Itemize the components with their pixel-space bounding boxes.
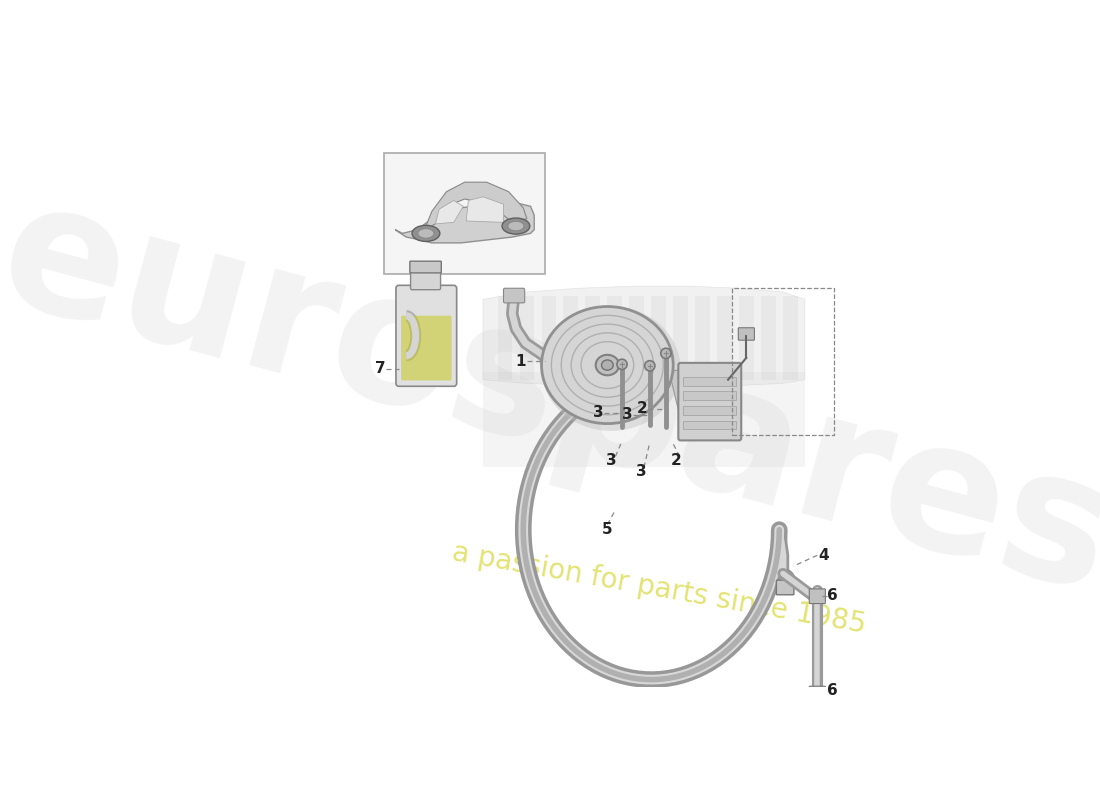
Polygon shape <box>436 201 463 224</box>
Bar <box>563 295 579 380</box>
Text: 1: 1 <box>516 354 526 369</box>
Text: 6: 6 <box>826 588 837 603</box>
Ellipse shape <box>596 355 619 375</box>
FancyBboxPatch shape <box>504 288 525 303</box>
Text: 2: 2 <box>671 453 682 468</box>
FancyBboxPatch shape <box>796 738 812 750</box>
Bar <box>607 295 621 380</box>
Ellipse shape <box>418 229 434 238</box>
FancyBboxPatch shape <box>679 363 741 441</box>
Bar <box>783 295 798 380</box>
Bar <box>541 295 557 380</box>
FancyBboxPatch shape <box>777 580 794 594</box>
Ellipse shape <box>602 360 613 370</box>
Ellipse shape <box>508 222 524 231</box>
Ellipse shape <box>502 218 530 234</box>
Polygon shape <box>395 202 535 243</box>
Text: eurospares: eurospares <box>0 166 1100 630</box>
Ellipse shape <box>541 306 673 423</box>
Polygon shape <box>466 197 504 222</box>
Text: a passion for parts since 1985: a passion for parts since 1985 <box>450 538 868 638</box>
Text: 7: 7 <box>375 362 386 376</box>
Bar <box>519 295 535 380</box>
Text: 3: 3 <box>606 453 617 468</box>
Ellipse shape <box>541 306 681 431</box>
FancyBboxPatch shape <box>810 686 825 701</box>
Bar <box>585 295 600 380</box>
Text: 3: 3 <box>636 464 647 478</box>
Text: 3: 3 <box>593 405 603 420</box>
Bar <box>739 295 754 380</box>
Text: 4: 4 <box>818 548 828 562</box>
FancyBboxPatch shape <box>738 328 755 340</box>
Polygon shape <box>483 286 805 387</box>
Bar <box>717 295 732 380</box>
Bar <box>683 391 736 400</box>
Bar <box>651 295 666 380</box>
Bar <box>683 406 736 415</box>
Bar <box>497 295 513 380</box>
Text: 2: 2 <box>637 402 648 417</box>
Bar <box>695 295 710 380</box>
Polygon shape <box>425 182 527 230</box>
Bar <box>384 153 546 274</box>
FancyBboxPatch shape <box>810 589 825 603</box>
Ellipse shape <box>412 226 440 242</box>
Bar <box>673 295 688 380</box>
FancyBboxPatch shape <box>410 261 441 273</box>
Circle shape <box>661 348 671 358</box>
Circle shape <box>645 361 654 371</box>
Bar <box>483 372 805 467</box>
Circle shape <box>617 359 627 370</box>
Polygon shape <box>666 358 684 434</box>
FancyBboxPatch shape <box>402 316 451 381</box>
Bar <box>683 377 736 386</box>
Bar <box>732 288 834 434</box>
Text: 3: 3 <box>621 407 632 422</box>
Text: 6: 6 <box>826 683 837 698</box>
Bar <box>683 421 736 430</box>
Text: 5: 5 <box>602 522 613 537</box>
Bar <box>629 295 644 380</box>
Bar <box>761 295 776 380</box>
FancyBboxPatch shape <box>410 270 441 290</box>
FancyBboxPatch shape <box>396 286 456 386</box>
